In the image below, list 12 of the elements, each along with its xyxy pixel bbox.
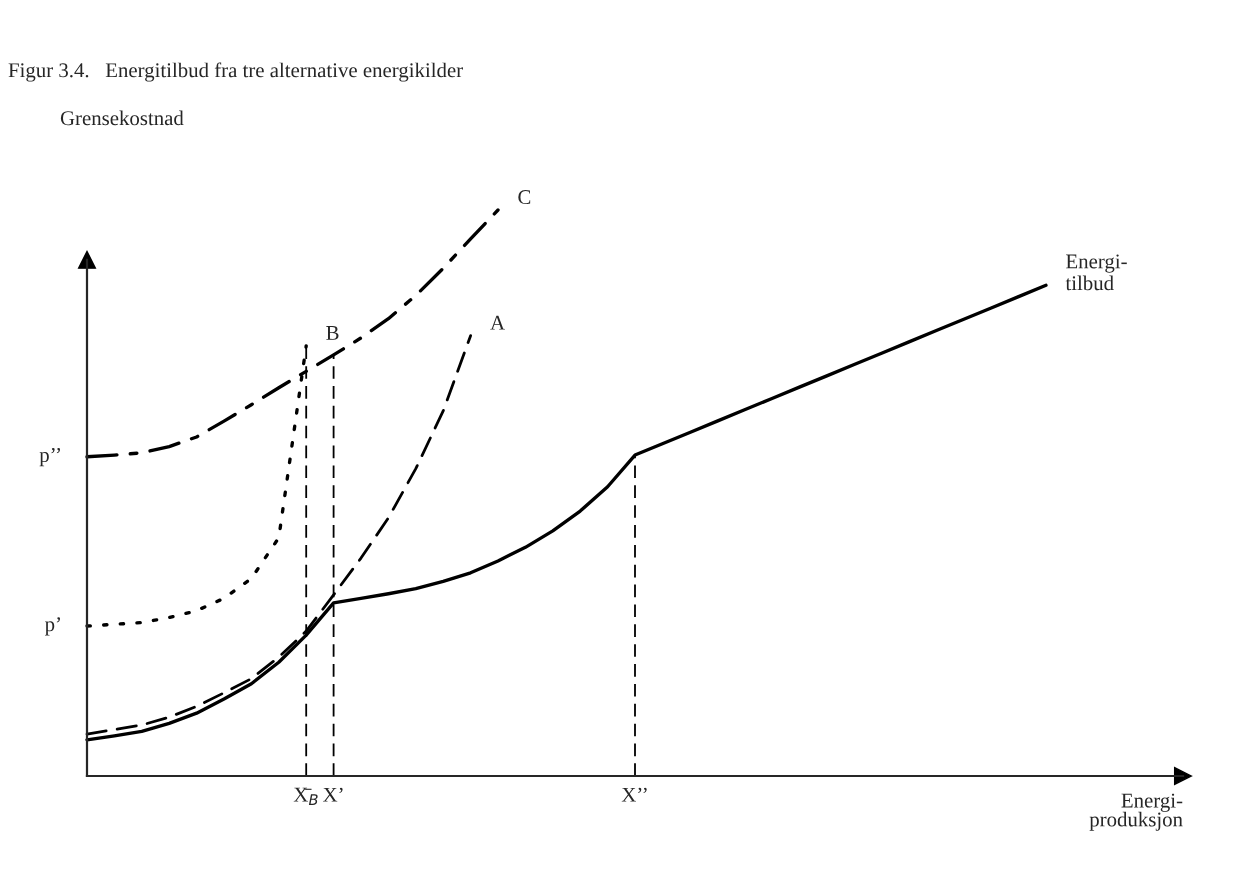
x-tick-label: X’ xyxy=(323,787,343,802)
text: p’ xyxy=(44,617,60,636)
series-label: Energi- tilbud xyxy=(1065,254,1127,291)
series-label: B xyxy=(326,326,339,340)
x-axis-title: Energi- produksjon xyxy=(1089,793,1183,831)
text: p’’ xyxy=(39,447,60,467)
series-label: C xyxy=(518,190,531,205)
y-axis-title: Grensekostnad xyxy=(60,110,184,126)
chart-title: Figur 3.4. Energitilbud fra tre alternative energikilder xyxy=(8,62,463,82)
x-tick-label: X’’ xyxy=(621,787,647,802)
x-tick-label: X̄$_{B}$ xyxy=(293,787,318,805)
series-label: A xyxy=(490,315,505,330)
